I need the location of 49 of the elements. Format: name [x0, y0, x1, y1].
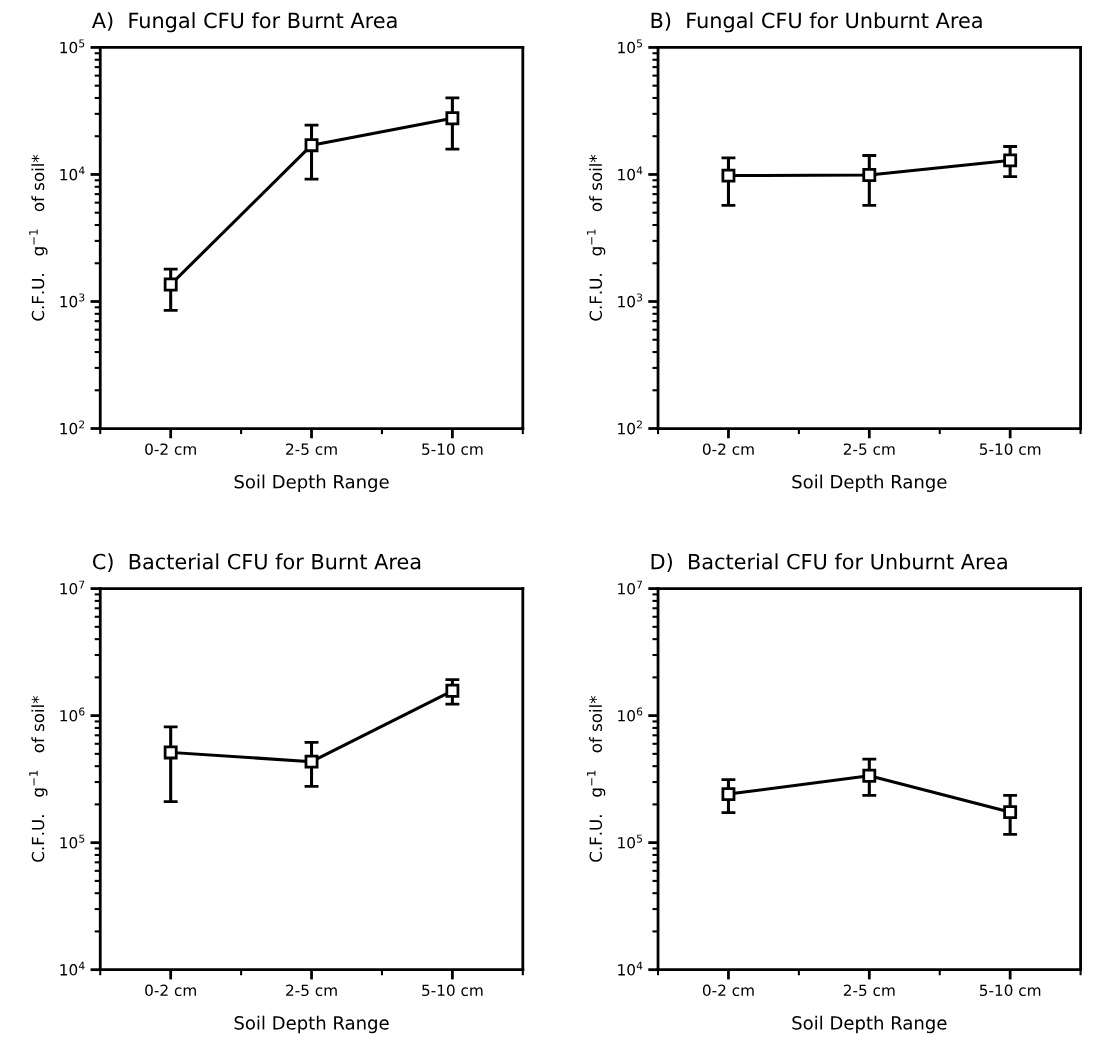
x-tick-label: 2-5 cm [286, 984, 337, 997]
point [862, 168, 877, 182]
point [304, 754, 319, 769]
y-tick-label: 10$^{4}$ [618, 961, 643, 976]
y-tick-label: 10$^{5}$ [618, 39, 643, 54]
y-tick-label: 10$^{3}$ [60, 293, 85, 308]
text: C.F.U. g$^{−1}$ of soil* [586, 695, 606, 862]
text: C.F.U. g$^{−1}$ of soil* [29, 695, 48, 862]
chart-title: D) Bacterial CFU for Unburnt Area [651, 553, 1007, 572]
x-axis-title: Soil Depth Range [792, 474, 947, 493]
y-tick-label: 10$^{4}$ [60, 961, 85, 976]
x-tick-label: 5-10 cm [979, 984, 1041, 997]
x-axis-title: Soil Depth Range [234, 1015, 389, 1034]
y-tick-label: 10$^{2}$ [60, 420, 85, 435]
point [163, 745, 178, 760]
point [1003, 153, 1018, 168]
x-tick-label: 0-2 cm [145, 443, 196, 455]
y-tick-label: 10$^{6}$ [618, 707, 643, 722]
point [163, 277, 178, 292]
y-tick-label: 10$^{2}$ [618, 420, 642, 435]
y-tick-label: 10$^{7}$ [618, 580, 643, 595]
text: C.F.U. g$^{−1}$ of soil* [29, 154, 48, 321]
y-tick-label: 10$^{7}$ [60, 580, 85, 595]
chart-title: C) Bacterial CFU for Burnt Area [92, 553, 421, 572]
x-tick-label: 5-10 cm [422, 443, 483, 455]
y-tick-label: 10$^{6}$ [60, 707, 85, 722]
y-tick-label: 10$^{5}$ [60, 834, 85, 849]
x-tick-label: 5-10 cm [979, 443, 1041, 455]
x-tick-label: 0-2 cm [145, 984, 196, 997]
x-axis-title: Soil Depth Range [792, 1015, 947, 1034]
chart-title: A) Fungal CFU for Burnt Area [91, 12, 397, 33]
x-tick-label: 2-5 cm [843, 984, 895, 997]
x-axis-title: Soil Depth Range [234, 474, 389, 493]
x-tick-label: 0-2 cm [702, 984, 754, 997]
y-tick-label: 10$^{4}$ [60, 166, 85, 181]
y-tick-label: 10$^{5}$ [618, 834, 643, 849]
x-tick-label: 2-5 cm [843, 443, 895, 455]
y-tick-label: 10$^{3}$ [618, 293, 643, 308]
x-tick-label: 0-2 cm [702, 443, 754, 455]
x-tick-label: 2-5 cm [286, 443, 337, 455]
point [304, 138, 319, 153]
point [721, 168, 736, 183]
y-tick-label: 10$^{5}$ [60, 39, 85, 54]
text: C.F.U. g$^{−1}$ of soil* [586, 154, 606, 321]
x-tick-label: 5-10 cm [422, 984, 483, 997]
point [445, 683, 460, 698]
y-tick-label: 10$^{4}$ [618, 166, 643, 181]
chart-title: B) Fungal CFU for Unburnt Area [651, 12, 982, 33]
point [445, 111, 460, 126]
